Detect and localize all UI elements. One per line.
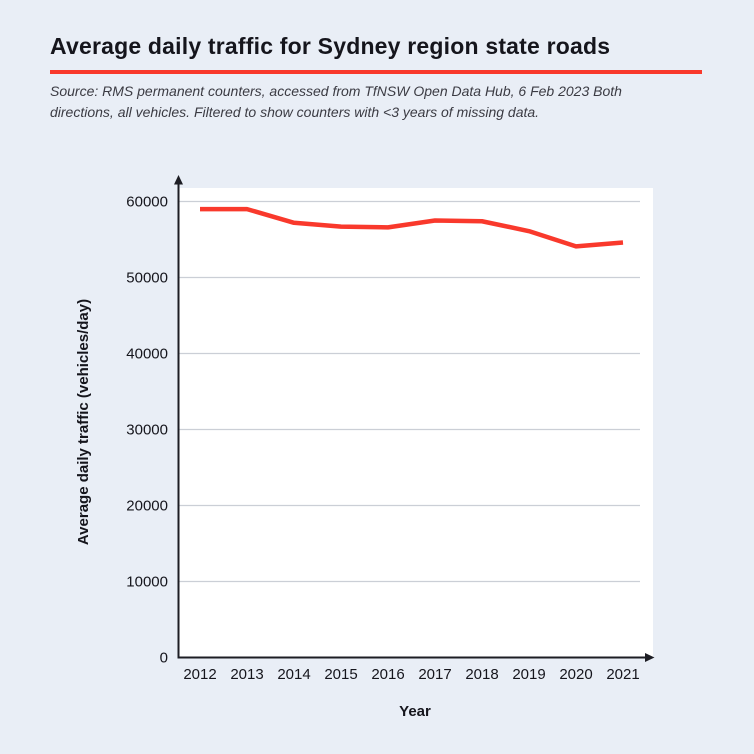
x-tick-label: 2019 [512,666,545,683]
y-tick-label: 0 [160,650,168,667]
traffic-data-line [200,206,624,249]
x-axis-arrow-icon [645,653,655,662]
source-note: Source: RMS permanent counters, accessed… [50,81,710,123]
x-tick-label: 2021 [606,666,639,683]
x-tick-label: 2015 [324,666,357,683]
plot-area [178,188,653,658]
y-tick-label: 10000 [126,574,168,591]
y-tick-label: 30000 [126,422,168,439]
y-axis-arrow-icon [174,175,183,185]
x-tick-label: 2012 [183,666,216,683]
page-title: Average daily traffic for Sydney region … [50,33,611,59]
x-tick-label: 2020 [559,666,592,683]
source-note-line-2: directions, all vehicles. Filtered to sh… [50,104,540,120]
x-tick-label: 2017 [418,666,451,683]
x-tick-label: 2018 [465,666,498,683]
y-tick-label: 50000 [126,270,168,287]
plot-group: 0 10000 20000 30000 40000 50000 60000 2012 2013 2… [126,175,655,683]
x-tick-label: 2014 [277,666,310,683]
y-tick-label: 20000 [126,498,168,515]
source-note-line-1: Source: RMS permanent counters, accessed… [50,83,622,99]
title-rule [50,70,702,74]
y-tick-label: 40000 [126,346,168,363]
x-tick-label: 2016 [371,666,404,683]
x-tick-label: 2013 [230,666,263,683]
y-axis-title: Average daily traffic (vehicles/day) [75,299,92,545]
y-tick-label: 60000 [126,194,168,211]
x-axis-title: Year [399,703,431,720]
